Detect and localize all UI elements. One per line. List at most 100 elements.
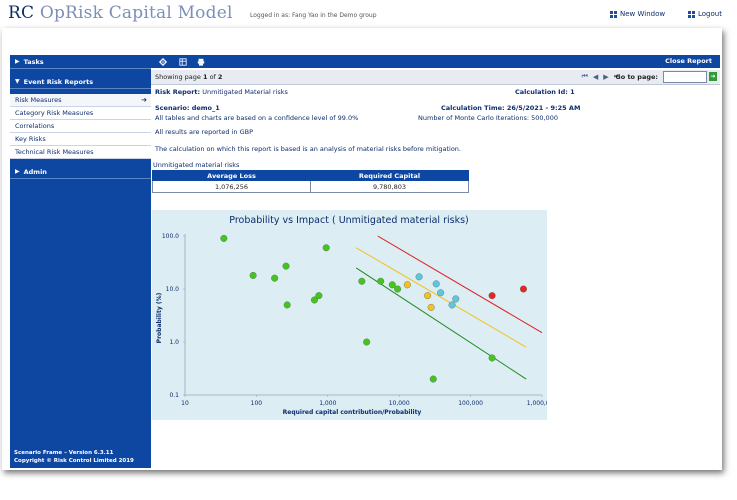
scatter-point <box>415 273 423 281</box>
go-arrow-icon[interactable]: ➔ <box>709 72 717 81</box>
sidebar-item-technical-risk-measures[interactable]: Technical Risk Measures <box>10 146 151 159</box>
table-header: Average Loss <box>152 170 311 181</box>
scatter-point <box>249 271 257 279</box>
threshold-line <box>355 247 527 348</box>
risk-report-label: Risk Report: <box>155 88 201 96</box>
y-tick-label: 10.0 <box>166 286 180 293</box>
calculation-time: Calculation Time: 26/5/2021 - 9:25 AM <box>441 104 581 112</box>
scatter-point <box>488 292 496 300</box>
scatter-point <box>363 338 371 346</box>
x-tick-label: 1,000,000 <box>527 400 547 407</box>
chart-threshold-lines <box>355 235 543 380</box>
sidebar-item-key-risks[interactable]: Key Risks <box>10 133 151 146</box>
scatter-point <box>427 303 435 311</box>
scatter-point <box>377 277 385 285</box>
sidebar-item-label: Category Risk Measures <box>15 109 94 117</box>
pager-bar: Showing page 1 of 2 ⏮ ◀ ▶ ⏭ Go to page: … <box>151 70 720 85</box>
report-toolbar: Close Report <box>151 55 720 68</box>
probability-impact-chart: Probability vs Impact ( Unmitigated mate… <box>156 215 557 416</box>
sidebar-item-risk-measures[interactable]: Risk Measures ➔ <box>10 94 151 107</box>
prev-page-icon[interactable]: ◀ <box>592 72 599 81</box>
x-axis-label: Required capital contribution/Probabilit… <box>283 409 422 416</box>
scatter-point <box>283 301 291 309</box>
scatter-point <box>432 280 440 288</box>
threshold-line <box>355 267 527 380</box>
scatter-point <box>403 281 411 289</box>
scatter-point <box>519 285 527 293</box>
scatter-point <box>310 296 318 304</box>
risk-report-value: Unmitigated Material risks <box>202 88 288 96</box>
logout-button[interactable]: Logout <box>688 10 722 18</box>
table-cell: 9,780,803 <box>310 180 469 193</box>
confidence-text: All tables and charts are based on a con… <box>155 114 359 122</box>
gear-icon[interactable] <box>159 58 167 66</box>
threshold-line <box>377 235 543 334</box>
app-header: RC OpRisk Capital Model Logged in as: Fa… <box>0 0 737 28</box>
chart-title: Probability vs Impact ( Unmitigated mate… <box>229 215 468 226</box>
table-header-row: Average Loss Required Capital <box>152 170 469 181</box>
logout-icon <box>688 10 695 18</box>
currency-note: All results are reported in GBP <box>155 128 253 136</box>
version-text: Scenario Frame – Version 6.3.11 <box>14 450 114 456</box>
app-logo: RC OpRisk Capital Model <box>8 3 233 23</box>
new-window-icon <box>610 10 617 18</box>
sidebar-section-tasks[interactable]: ▶ Tasks <box>10 55 151 69</box>
table-caption: Unmitigated material risks <box>153 161 240 169</box>
pager-showing-label: Showing page <box>155 73 201 81</box>
print-icon[interactable] <box>197 58 205 66</box>
sidebar-menu: Risk Measures ➔ Category Risk Measures Co… <box>10 94 151 159</box>
sidebar-section-label: Admin <box>23 167 47 176</box>
scatter-point <box>437 289 445 297</box>
scatter-point <box>322 244 330 252</box>
sidebar-section-label: Event Risk Reports <box>23 77 94 86</box>
sidebar-item-label: Risk Measures <box>15 96 62 104</box>
y-axis-label: Probability (%) <box>156 292 163 343</box>
table-icon[interactable] <box>179 58 187 66</box>
last-page-icon[interactable]: ⏭ <box>613 72 620 80</box>
triangle-down-icon: ▼ <box>15 78 20 85</box>
scatter-point <box>394 285 402 293</box>
table-header: Required Capital <box>310 170 469 181</box>
x-tick-label: 100 <box>251 400 263 407</box>
chart-points <box>220 234 527 383</box>
go-to-page-input[interactable] <box>663 71 707 83</box>
scatter-point <box>429 375 437 383</box>
scatter-point <box>424 292 432 300</box>
iterations-text: Number of Monte Carlo Iterations: 500,00… <box>418 114 558 122</box>
close-report-button[interactable]: Close Report <box>665 57 712 65</box>
sidebar-footer: Scenario Frame – Version 6.3.11 Copyrigh… <box>14 449 134 465</box>
sidebar-item-label: Technical Risk Measures <box>15 148 94 156</box>
sidebar-section-label: Tasks <box>23 57 44 66</box>
scatter-point <box>220 234 228 242</box>
pager-total: 2 <box>217 73 223 81</box>
y-tick-label: 100.0 <box>162 233 179 240</box>
y-tick-label: 1.0 <box>169 339 179 346</box>
new-window-button[interactable]: New Window <box>610 10 665 18</box>
y-tick-label: 0.1 <box>169 392 179 399</box>
new-window-label: New Window <box>620 10 666 18</box>
scatter-point <box>388 281 396 289</box>
page-indicator: Showing page 1 of 2 <box>155 73 222 81</box>
sidebar-section-event-risk-reports[interactable]: ▼ Event Risk Reports <box>10 75 151 89</box>
sidebar-section-admin[interactable]: ▶ Admin <box>10 165 151 179</box>
sidebar-item-label: Key Risks <box>15 135 46 143</box>
scatter-point <box>448 301 456 309</box>
table-row: 1,076,256 9,780,803 <box>152 180 469 193</box>
calculation-id: Calculation Id: 1 <box>515 88 575 96</box>
triangle-right-icon: ▶ <box>15 58 20 65</box>
logged-in-text: Logged in as: Fang Yao in the Demo group <box>250 12 377 19</box>
scatter-point <box>271 274 279 282</box>
triangle-right-icon: ▶ <box>15 168 20 175</box>
sidebar-item-label: Correlations <box>15 122 55 130</box>
next-page-icon[interactable]: ▶ <box>603 72 609 81</box>
sidebar: ▶ Tasks ▼ Event Risk Reports Risk Measures… <box>10 55 151 468</box>
x-tick-label: 100,000 <box>458 400 483 407</box>
scatter-point <box>452 295 460 303</box>
first-page-icon[interactable]: ⏮ <box>581 72 588 80</box>
sidebar-item-category-risk-measures[interactable]: Category Risk Measures <box>10 107 151 120</box>
scatter-point <box>315 292 323 300</box>
x-tick-label: 1,000 <box>319 400 336 407</box>
sidebar-item-correlations[interactable]: Correlations <box>10 120 151 133</box>
x-tick-label: 10 <box>181 400 189 407</box>
logout-label: Logout <box>698 10 722 18</box>
